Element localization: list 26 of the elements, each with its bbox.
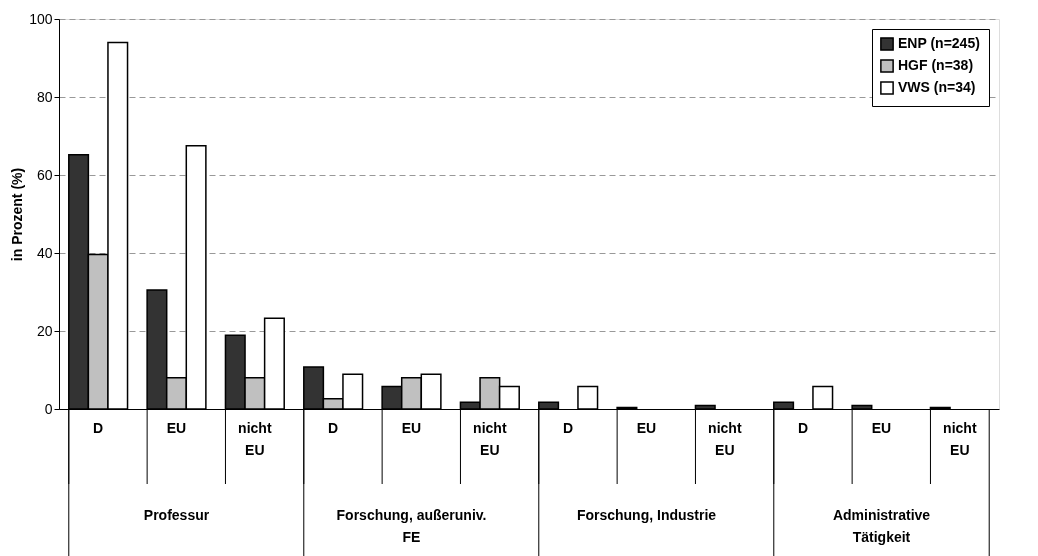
legend-label: ENP (n=245) (898, 35, 980, 51)
y-tick-label: 60 (36, 166, 53, 183)
y-tick-label: 100 (29, 10, 53, 27)
x-tick-label: EU (636, 419, 657, 436)
x-tick-label: D (93, 419, 104, 436)
x-tick-label: EU (871, 419, 892, 436)
text: Administrative Tätigkeit (832, 507, 931, 545)
x-tick-label: nicht EU (473, 419, 507, 458)
x-tick-label: nicht EU (943, 419, 977, 458)
x-tick-label: D (563, 419, 574, 436)
y-tick-label: 20 (36, 322, 53, 339)
y-tick-label: 40 (36, 244, 53, 261)
x-tick-label: D (328, 419, 339, 436)
x-tick-label: D (798, 419, 809, 436)
legend-label: VWS (n=34) (898, 79, 976, 95)
x-tick-label: nicht EU (238, 419, 272, 458)
text: Professur (143, 507, 210, 523)
x-tick-label: EU (401, 419, 422, 436)
text: Forschung, außeruniv. FE (336, 507, 487, 545)
y-tick-label: 0 (44, 400, 53, 417)
y-tick-label: 80 (36, 88, 53, 105)
legend-label: HGF (n=38) (898, 57, 974, 73)
text: Forschung, Industrie (576, 507, 717, 523)
y-axis-title: in Prozent (%) (9, 167, 26, 262)
x-tick-label: EU (166, 419, 187, 436)
x-tick-label: nicht EU (708, 419, 742, 458)
